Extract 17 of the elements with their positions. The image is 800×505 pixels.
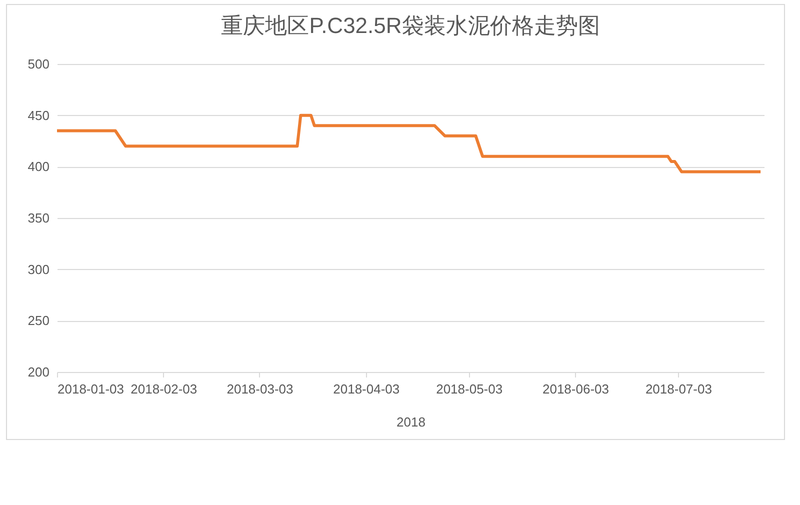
x-tick-label: 2018-07-03: [645, 382, 712, 396]
x-tick-label: 2018-06-03: [542, 382, 609, 396]
y-tick-label: 200: [28, 364, 50, 380]
y-tick-label: 500: [28, 56, 50, 72]
x-tick-label: 2018-05-03: [436, 382, 503, 396]
x-tick-label: 2018-01-03: [58, 382, 124, 396]
y-tick-label: 400: [28, 159, 50, 174]
chart-title: 重庆地区P.C32.5R袋装水泥价格走势图: [221, 13, 600, 38]
y-tick-label: 250: [28, 313, 50, 328]
x-tick-label: 2018-02-03: [130, 382, 198, 396]
y-tick-label: 350: [28, 210, 50, 226]
line-series: [56, 114, 762, 174]
x-tick-label: 2018-04-03: [333, 382, 400, 396]
x-axis-title: 2018: [396, 414, 426, 430]
y-tick-label: 450: [28, 108, 50, 123]
y-tick-label: 300: [28, 262, 50, 277]
x-tick-label: 2018-03-03: [226, 382, 294, 396]
